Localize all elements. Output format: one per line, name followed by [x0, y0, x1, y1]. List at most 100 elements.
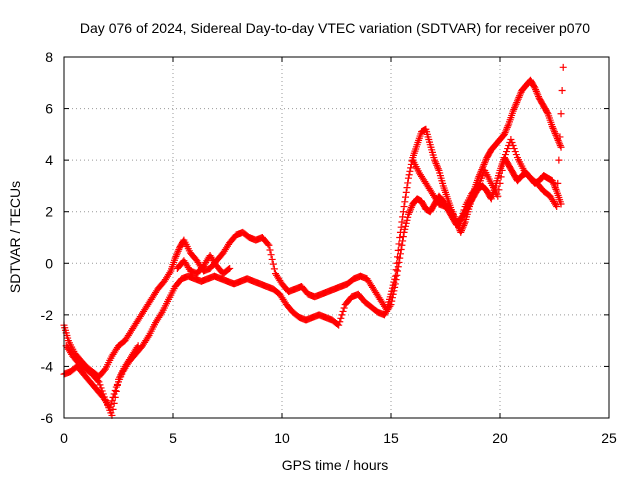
data-point-marker: [515, 93, 523, 101]
data-point-marker: [340, 304, 348, 312]
data-point-marker: [157, 310, 165, 318]
data-point-marker: [97, 384, 105, 392]
data-point-marker: [535, 93, 543, 101]
data-point-marker: [548, 177, 556, 185]
data-point-marker: [403, 216, 411, 224]
x-tick-label: 25: [601, 430, 617, 446]
data-point-marker: [264, 240, 272, 248]
data-point-marker: [268, 255, 276, 263]
data-point-marker: [433, 161, 441, 169]
data-point-marker: [400, 228, 408, 236]
data-point-marker: [396, 250, 404, 258]
data-point-marker: [552, 201, 560, 209]
data-point-marker: [510, 105, 518, 113]
data-point-marker: [460, 206, 468, 214]
data-point-marker: [496, 179, 504, 187]
y-axis-label: SDTVAR / TECUs: [7, 181, 23, 293]
y-tick-label: -4: [41, 358, 54, 374]
data-point-marker: [431, 158, 439, 166]
data-point-marker: [458, 225, 466, 233]
data-point-marker: [270, 265, 278, 273]
data-point-marker: [225, 265, 233, 273]
data-point-marker: [399, 237, 407, 245]
data-point-marker: [511, 102, 519, 110]
data-point-marker: [511, 104, 519, 112]
data-point-marker: [508, 139, 516, 147]
x-axis-ticks: 0 5 10 15 20 25: [60, 57, 617, 446]
data-point-marker: [504, 122, 512, 130]
data-point-marker: [338, 311, 346, 319]
data-point-marker: [388, 297, 396, 305]
data-point-marker: [532, 87, 540, 95]
data-point-marker: [504, 145, 512, 153]
y-tick-label: 6: [45, 101, 53, 117]
data-point-marker: [530, 83, 538, 91]
data-point-marker: [550, 126, 558, 134]
data-point-marker: [98, 387, 106, 395]
data-point-marker: [481, 159, 489, 167]
data-point-marker: [503, 125, 511, 133]
data-point-marker: [503, 123, 511, 131]
data-point-marker: [494, 192, 502, 200]
data-point-marker: [459, 209, 467, 217]
data-point-marker: [498, 166, 506, 174]
data-point-marker: [401, 225, 409, 233]
y-axis-ticks: -6 -4 -2 0 2 4 6 8: [41, 49, 609, 426]
data-point-marker: [173, 251, 181, 259]
x-tick-label: 15: [383, 430, 399, 446]
data-point-marker: [503, 148, 511, 156]
data-point-marker: [558, 87, 566, 95]
data-point-marker: [431, 156, 439, 164]
data-point-marker: [336, 318, 344, 326]
data-series: [60, 63, 567, 419]
data-point-marker: [96, 381, 104, 389]
data-point-marker: [111, 393, 119, 401]
data-point-marker: [144, 333, 152, 341]
data-point-marker: [335, 321, 343, 329]
data-point-marker: [497, 173, 505, 181]
data-point-marker: [174, 247, 182, 255]
data-point-marker: [514, 95, 522, 103]
data-point-marker: [391, 280, 399, 288]
data-point-marker: [407, 203, 415, 211]
data-point-marker: [533, 89, 541, 97]
data-point-marker: [457, 228, 465, 236]
data-point-marker: [112, 387, 120, 395]
data-point-marker: [501, 151, 509, 159]
data-point-marker: [397, 223, 405, 231]
data-point-marker: [557, 143, 565, 151]
data-point-marker: [500, 154, 508, 162]
data-point-marker: [406, 207, 414, 215]
data-point-marker: [134, 342, 142, 350]
data-point-marker: [507, 136, 515, 144]
data-point-marker: [509, 107, 517, 115]
data-point-marker: [548, 123, 556, 131]
data-point-marker: [404, 213, 412, 221]
data-point-marker: [556, 133, 564, 141]
data-point-marker: [406, 167, 414, 175]
data-point-marker: [549, 124, 557, 132]
data-point-marker: [551, 184, 559, 192]
data-point-marker: [394, 263, 402, 271]
data-point-marker: [457, 216, 465, 224]
data-point-marker: [559, 63, 567, 71]
data-point-marker: [434, 165, 442, 173]
y-tick-label: -2: [41, 307, 54, 323]
data-point-marker: [389, 290, 397, 298]
data-point-marker: [393, 271, 401, 279]
data-point-marker: [110, 399, 118, 407]
data-point-marker: [94, 377, 102, 385]
data-point-marker: [390, 287, 398, 295]
data-point-marker: [402, 188, 410, 196]
data-point-marker: [458, 213, 466, 221]
data-point-marker: [398, 218, 406, 226]
data-point-marker: [551, 129, 559, 137]
data-point-marker: [511, 148, 519, 156]
y-tick-label: 0: [45, 255, 53, 271]
data-point-marker: [509, 142, 517, 150]
data-point-marker: [516, 92, 524, 100]
data-point-marker: [479, 162, 487, 170]
data-point-marker: [401, 198, 409, 206]
data-point-marker: [513, 99, 521, 107]
